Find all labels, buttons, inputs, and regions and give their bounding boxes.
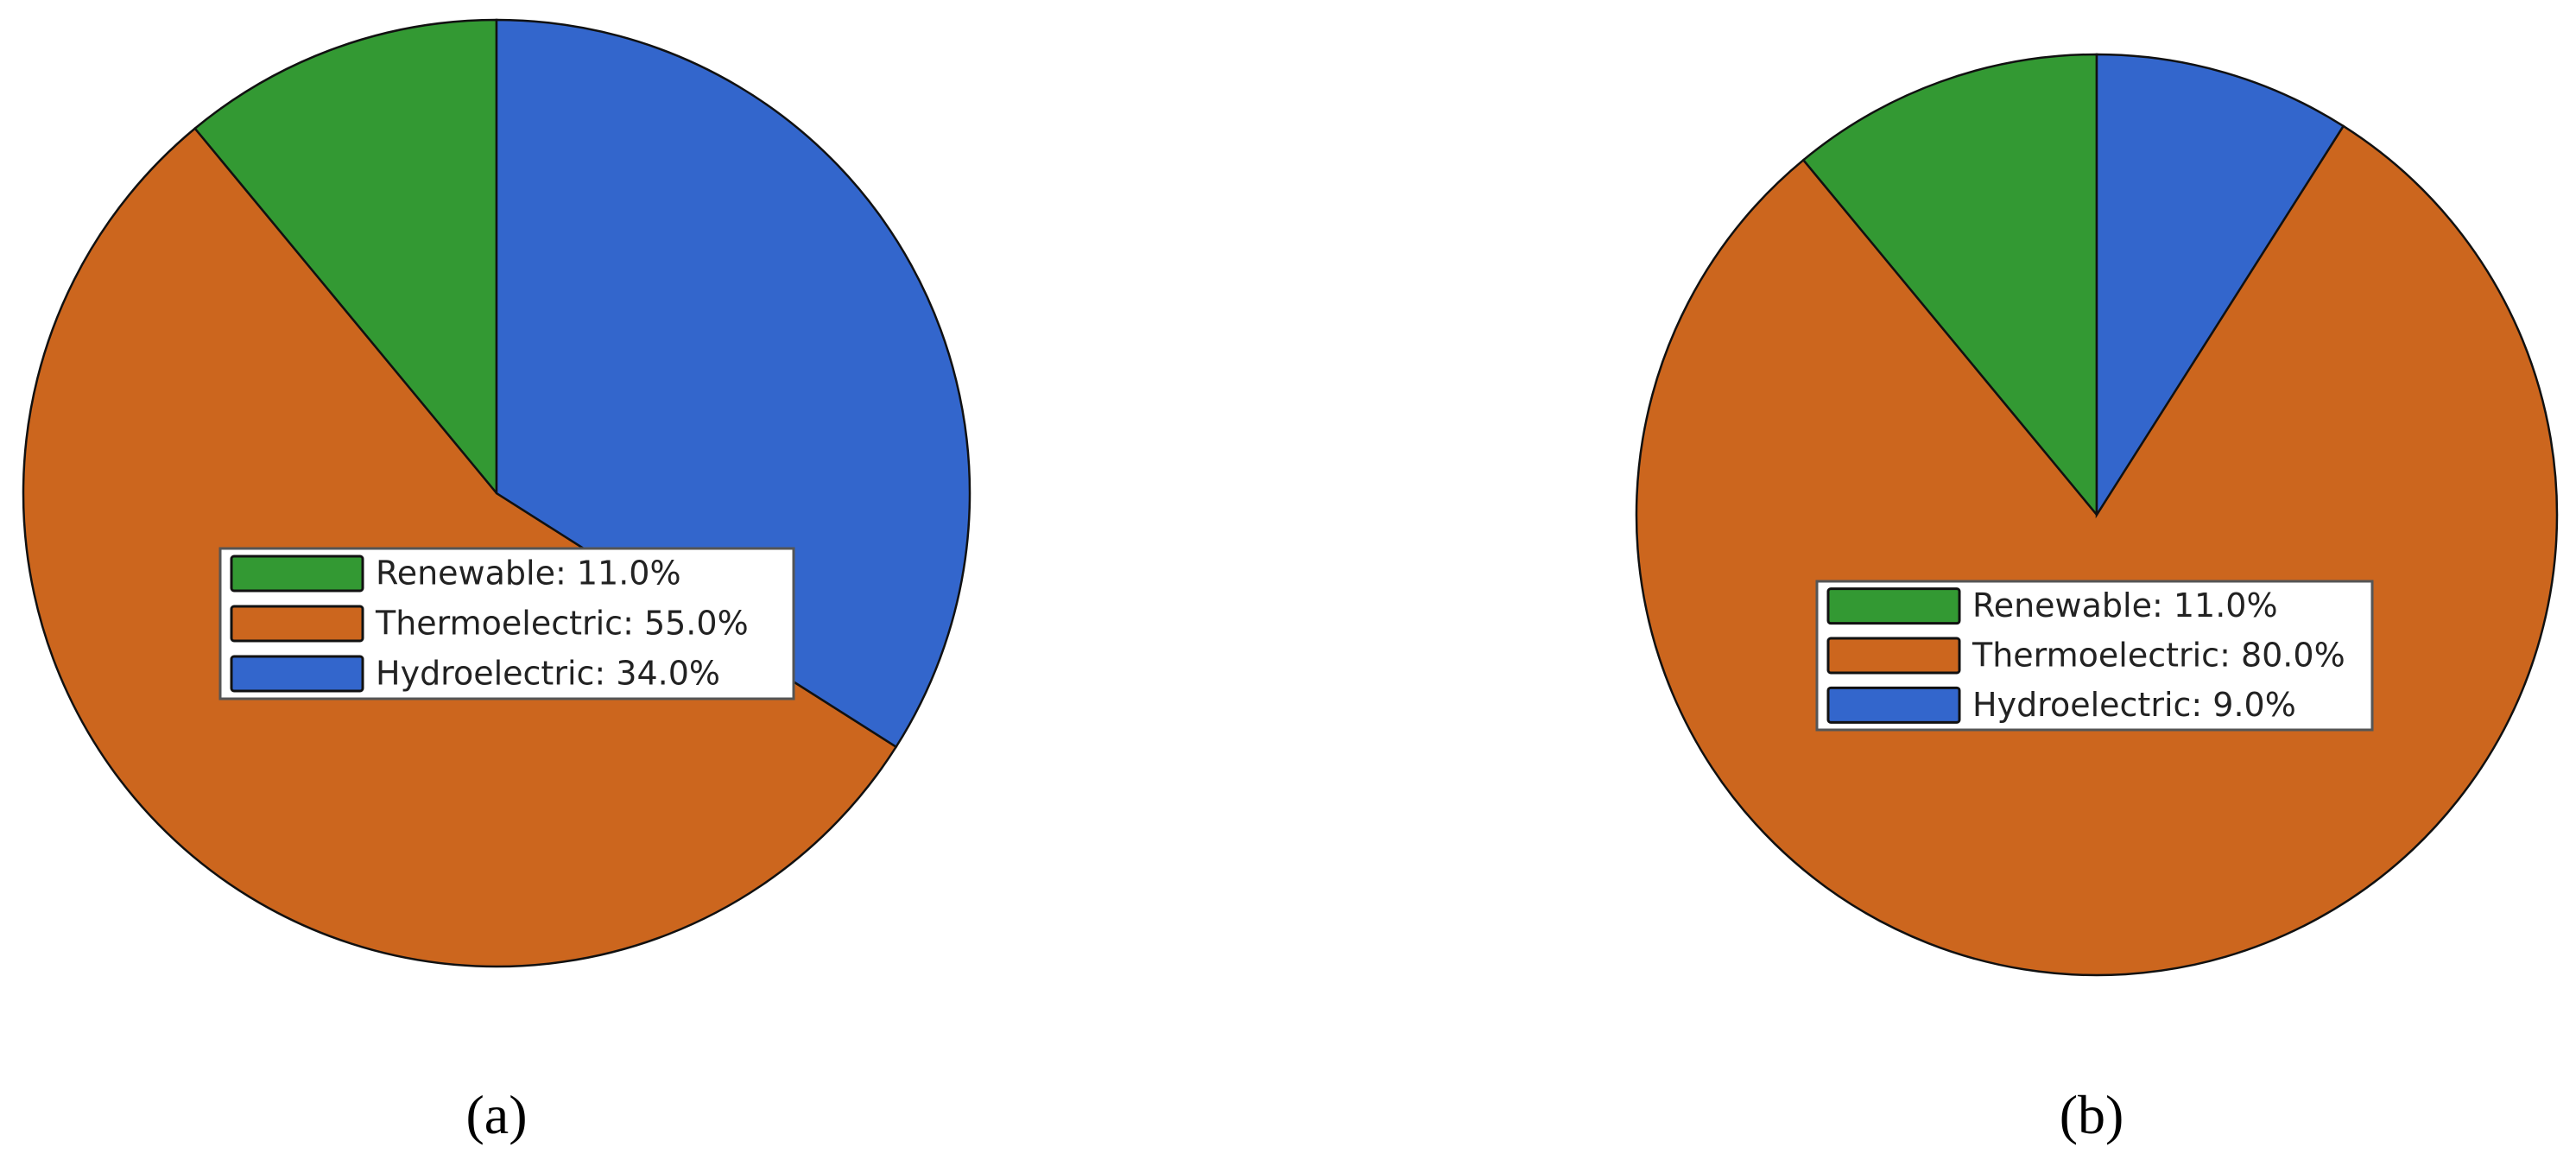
legend-swatch — [230, 605, 364, 643]
pie-slice — [193, 18, 498, 497]
legend-label: Thermoelectric: 55.0% — [375, 605, 749, 643]
legend-swatch — [1826, 587, 1961, 625]
legend-label: Hydroelectric: 9.0% — [1972, 686, 2296, 724]
pie-slice — [2095, 53, 2345, 519]
legend-swatch — [230, 555, 364, 593]
legend-swatch — [1826, 637, 1961, 675]
legend-label: Renewable: 11.0% — [376, 555, 681, 593]
legend-swatch — [230, 655, 364, 693]
panel-caption: (b) — [2060, 1084, 2124, 1145]
legend-label: Renewable: 11.0% — [1972, 586, 2278, 624]
legend-label: Thermoelectric: 80.0% — [1972, 637, 2345, 675]
legend-label: Hydroelectric: 34.0% — [376, 655, 720, 693]
panel-caption: (a) — [465, 1084, 527, 1145]
legend-swatch — [1826, 686, 1961, 724]
pie-slice — [1801, 53, 2098, 518]
pie-slice — [1635, 124, 2559, 977]
